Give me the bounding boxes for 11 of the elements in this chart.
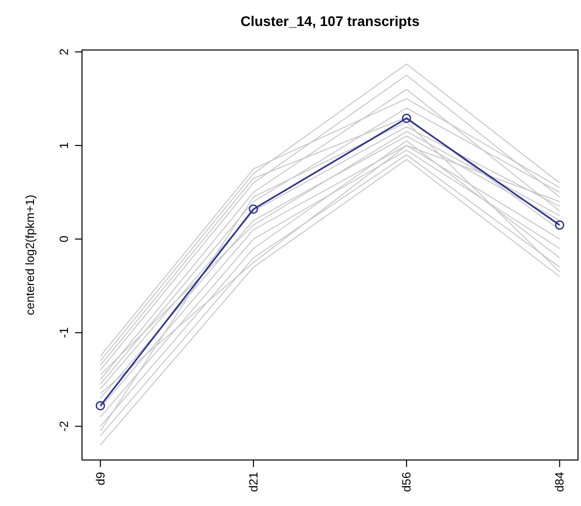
x-tick-label: d84 xyxy=(552,472,567,492)
y-tick-label: -2 xyxy=(57,420,71,432)
y-tick-label: 2 xyxy=(57,48,71,56)
x-tick-label: d21 xyxy=(246,472,260,492)
y-axis-title: centered log2(fpkm+1) xyxy=(23,194,37,316)
y-tick-label: -1 xyxy=(57,327,71,338)
y-tick-label: 1 xyxy=(57,142,71,149)
x-tick-label: d9 xyxy=(93,472,108,486)
x-tick-label: d56 xyxy=(400,472,414,492)
y-tick-label: 0 xyxy=(57,235,71,242)
chart-title: Cluster_14, 107 transcripts xyxy=(240,13,420,29)
